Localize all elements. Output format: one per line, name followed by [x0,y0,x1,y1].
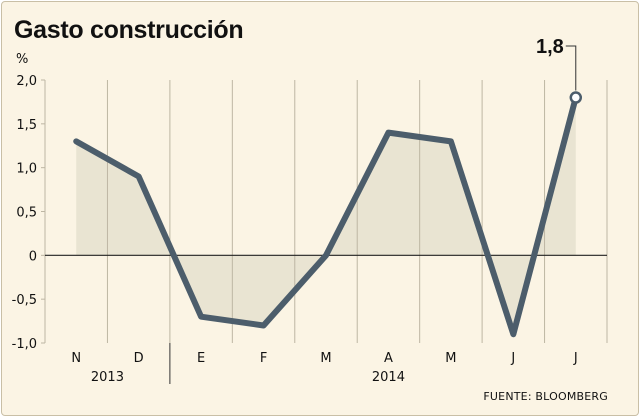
highlight-point [569,91,583,104]
x-tick-label: J [510,351,515,366]
y-axis-unit: % [16,52,29,67]
y-tick-label: 1,5 [16,118,37,133]
x-tick-label: M [320,351,331,366]
source-note: FUENTE: BLOOMBERG [483,390,608,403]
callout-label: 1,8 [536,36,564,58]
x-tick-label: J [573,351,578,366]
y-tick-label: -1,0 [12,337,37,352]
x-tick-label: F [260,351,267,366]
area-fill [76,97,576,335]
x-tick-label: E [197,351,205,366]
year-label: 2014 [372,370,405,385]
y-tick-label: 0 [29,249,37,264]
x-tick-label: N [71,351,81,366]
callout-leader [565,45,577,91]
y-tick-label: 1,0 [16,162,37,177]
year-label: 2013 [91,370,124,385]
y-tick-label: 2,0 [16,74,37,89]
x-tick-label: A [384,351,393,366]
x-tick-label: M [445,351,456,366]
chart-title: Gasto construcción [14,16,244,44]
series-line [73,94,579,338]
x-tick-label: D [134,351,144,366]
y-tick-label: -0,5 [12,293,37,308]
y-tick-label: 0,5 [16,206,37,221]
